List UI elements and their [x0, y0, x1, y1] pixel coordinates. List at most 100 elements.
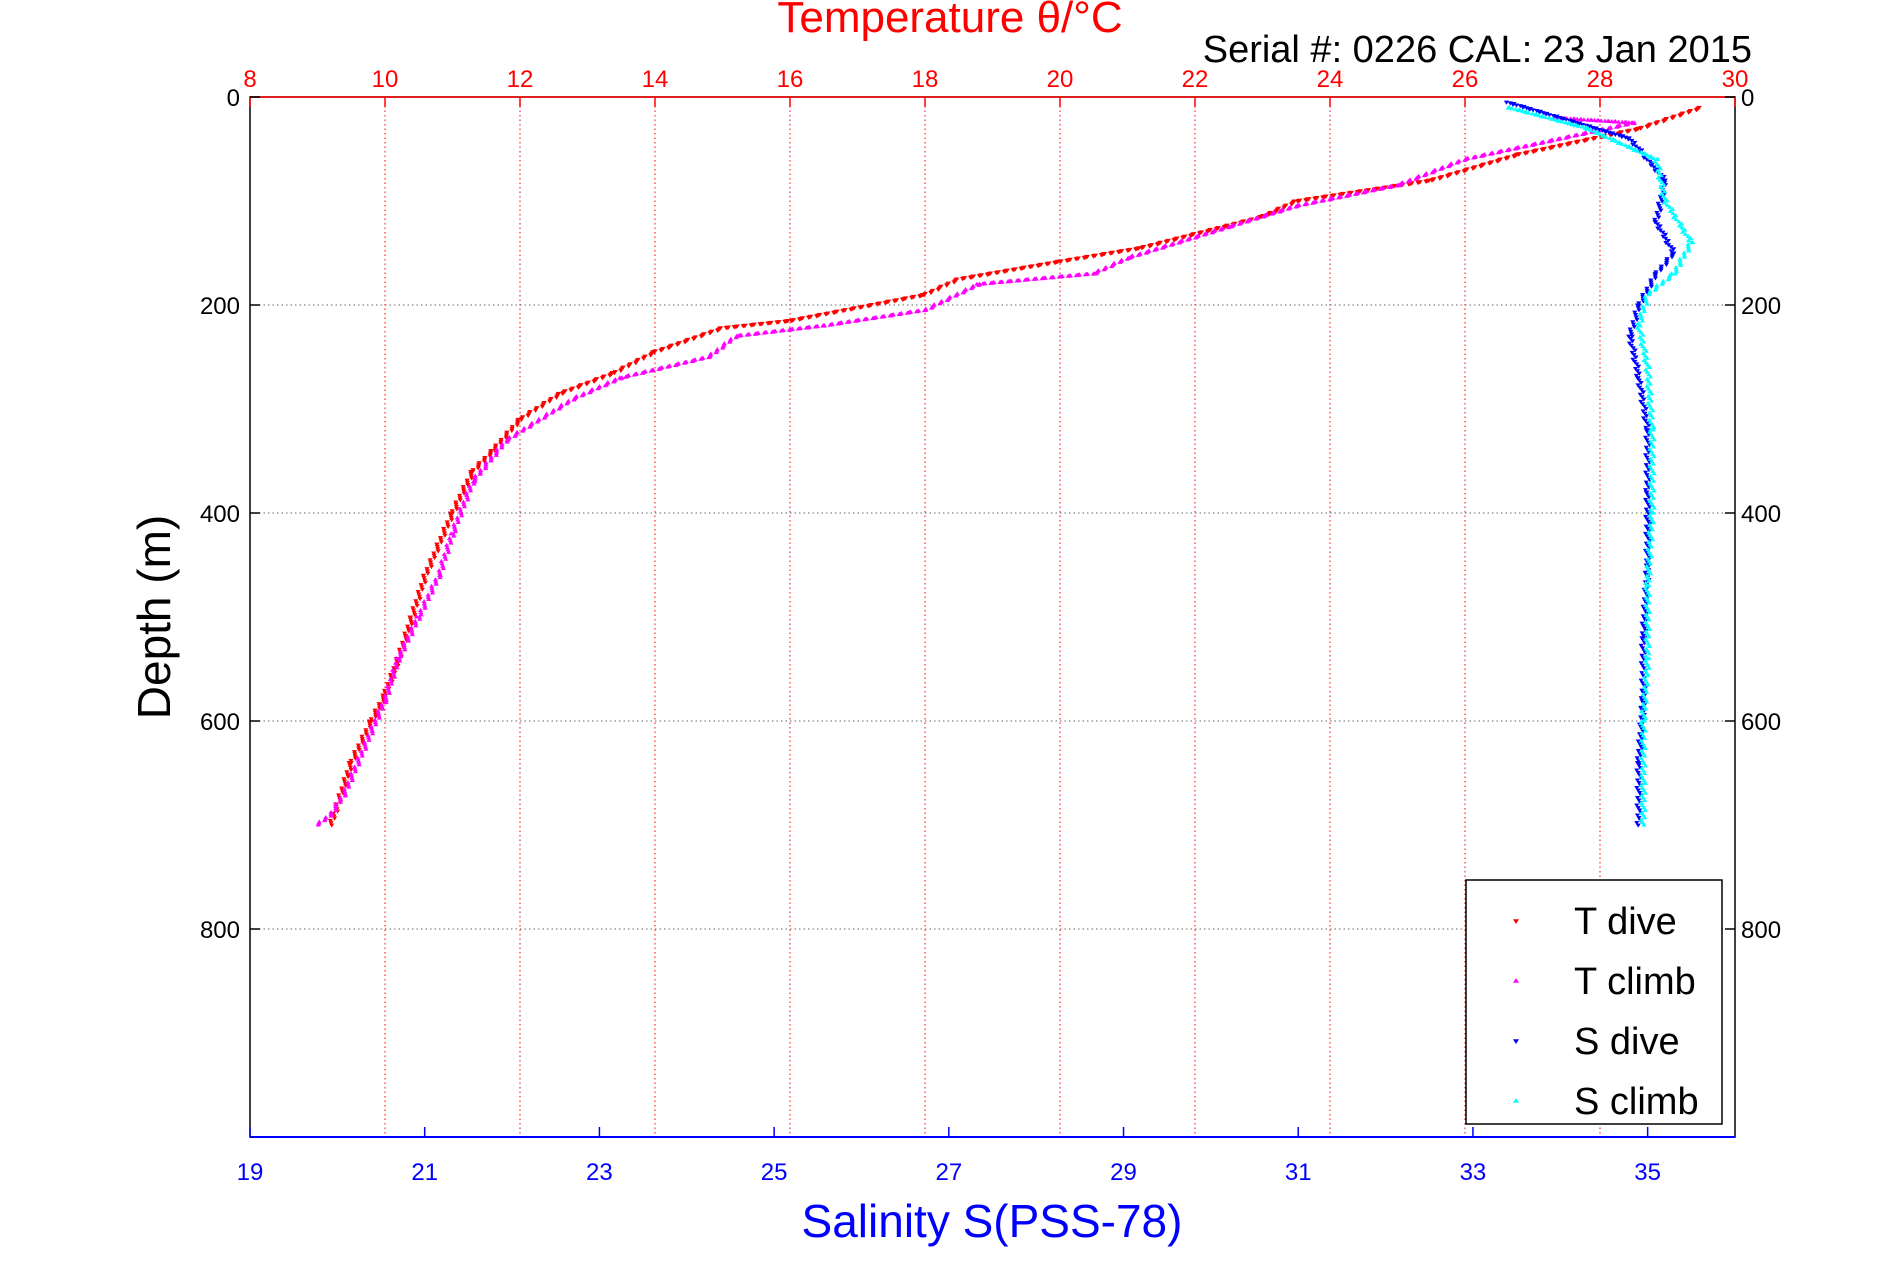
data-point: [1564, 142, 1570, 147]
data-point: [1633, 315, 1639, 320]
data-point: [349, 775, 355, 780]
data-point: [1634, 376, 1641, 381]
data-point: [1470, 166, 1476, 171]
data-point: [363, 746, 369, 751]
data-point: [887, 313, 893, 318]
data-point: [1627, 327, 1633, 332]
data-point: [376, 715, 382, 720]
data-point: [1634, 325, 1640, 330]
data-point: [416, 614, 423, 619]
data-point: [464, 480, 471, 485]
data-point: [363, 728, 369, 733]
data-point: [1180, 235, 1186, 240]
data-point: [944, 283, 950, 288]
data-point: [1522, 109, 1528, 115]
temperature-tick-label: 26: [1452, 66, 1479, 93]
data-point: [1124, 256, 1130, 261]
data-point: [1642, 706, 1649, 711]
data-point: [1563, 119, 1569, 125]
data-point: [840, 309, 846, 314]
data-point: [1609, 137, 1615, 142]
data-point: [1642, 770, 1648, 775]
data-point: [1669, 116, 1675, 121]
data-point: [1616, 133, 1622, 138]
data-point: [428, 564, 435, 570]
data-point: [1027, 265, 1033, 270]
data-point: [1647, 571, 1654, 576]
data-point: [1639, 318, 1645, 323]
data-point: [1636, 815, 1642, 821]
data-point: [1638, 399, 1644, 405]
data-point: [385, 686, 391, 691]
depth-tick-label: 0: [227, 85, 240, 112]
data-point: [1643, 406, 1649, 412]
data-point: [1634, 369, 1641, 374]
data-point: [410, 606, 416, 611]
data-point: [1638, 313, 1644, 318]
data-point: [1642, 435, 1649, 440]
data-point: [444, 520, 450, 525]
data-point: [416, 592, 422, 597]
data-point: [1677, 256, 1683, 261]
data-point: [1609, 132, 1615, 137]
data-point: [862, 317, 868, 322]
data-point: [823, 312, 829, 317]
data-point: [1635, 805, 1641, 811]
legend-marker: [1513, 919, 1519, 924]
data-point: [441, 529, 447, 534]
data-point: [1014, 278, 1020, 283]
data-point: [748, 323, 754, 328]
data-point: [1649, 537, 1656, 542]
data-point: [1536, 112, 1542, 118]
data-point: [454, 515, 460, 520]
data-point: [1677, 260, 1683, 265]
data-point: [1225, 225, 1232, 230]
data-point: [1529, 111, 1536, 116]
data-point: [1679, 225, 1685, 230]
data-point: [421, 601, 428, 606]
data-point: [917, 294, 923, 299]
data-point: [449, 509, 455, 514]
salinity-tick-label: 21: [411, 1159, 438, 1186]
data-point: [477, 467, 484, 473]
data-point: [1633, 355, 1639, 360]
data-point: [398, 651, 404, 656]
data-point: [1676, 223, 1683, 228]
data-point: [421, 576, 427, 581]
data-point: [1494, 159, 1500, 164]
data-point: [1635, 823, 1641, 828]
data-point: [1649, 527, 1655, 532]
data-point: [1634, 803, 1640, 808]
data-point: [896, 311, 902, 316]
data-point: [1639, 681, 1646, 686]
data-point: [1676, 219, 1682, 224]
data-point: [1634, 756, 1640, 761]
data-point: [1510, 102, 1516, 107]
data-point: [1634, 820, 1640, 826]
data-point: [394, 665, 400, 670]
data-point: [665, 364, 671, 369]
data-point: [1660, 186, 1666, 192]
data-point: [433, 579, 439, 584]
data-point: [1638, 149, 1644, 154]
data-point: [1039, 276, 1045, 281]
data-point: [1607, 135, 1613, 140]
data-point: [1641, 308, 1647, 313]
data-point: [1645, 682, 1651, 687]
data-point: [1646, 665, 1652, 670]
data-point: [1572, 133, 1578, 138]
data-point: [449, 518, 455, 523]
data-point: [814, 314, 820, 319]
data-point: [1486, 161, 1493, 166]
data-point: [1196, 231, 1203, 236]
data-point: [444, 542, 450, 547]
data-point: [355, 757, 361, 762]
data-point: [422, 578, 428, 583]
data-point: [465, 482, 471, 488]
data-point: [1503, 156, 1509, 162]
data-point: [369, 726, 375, 731]
data-point: [1639, 737, 1645, 742]
data-point: [447, 511, 453, 516]
data-point: [1659, 281, 1665, 286]
data-point: [358, 748, 365, 754]
